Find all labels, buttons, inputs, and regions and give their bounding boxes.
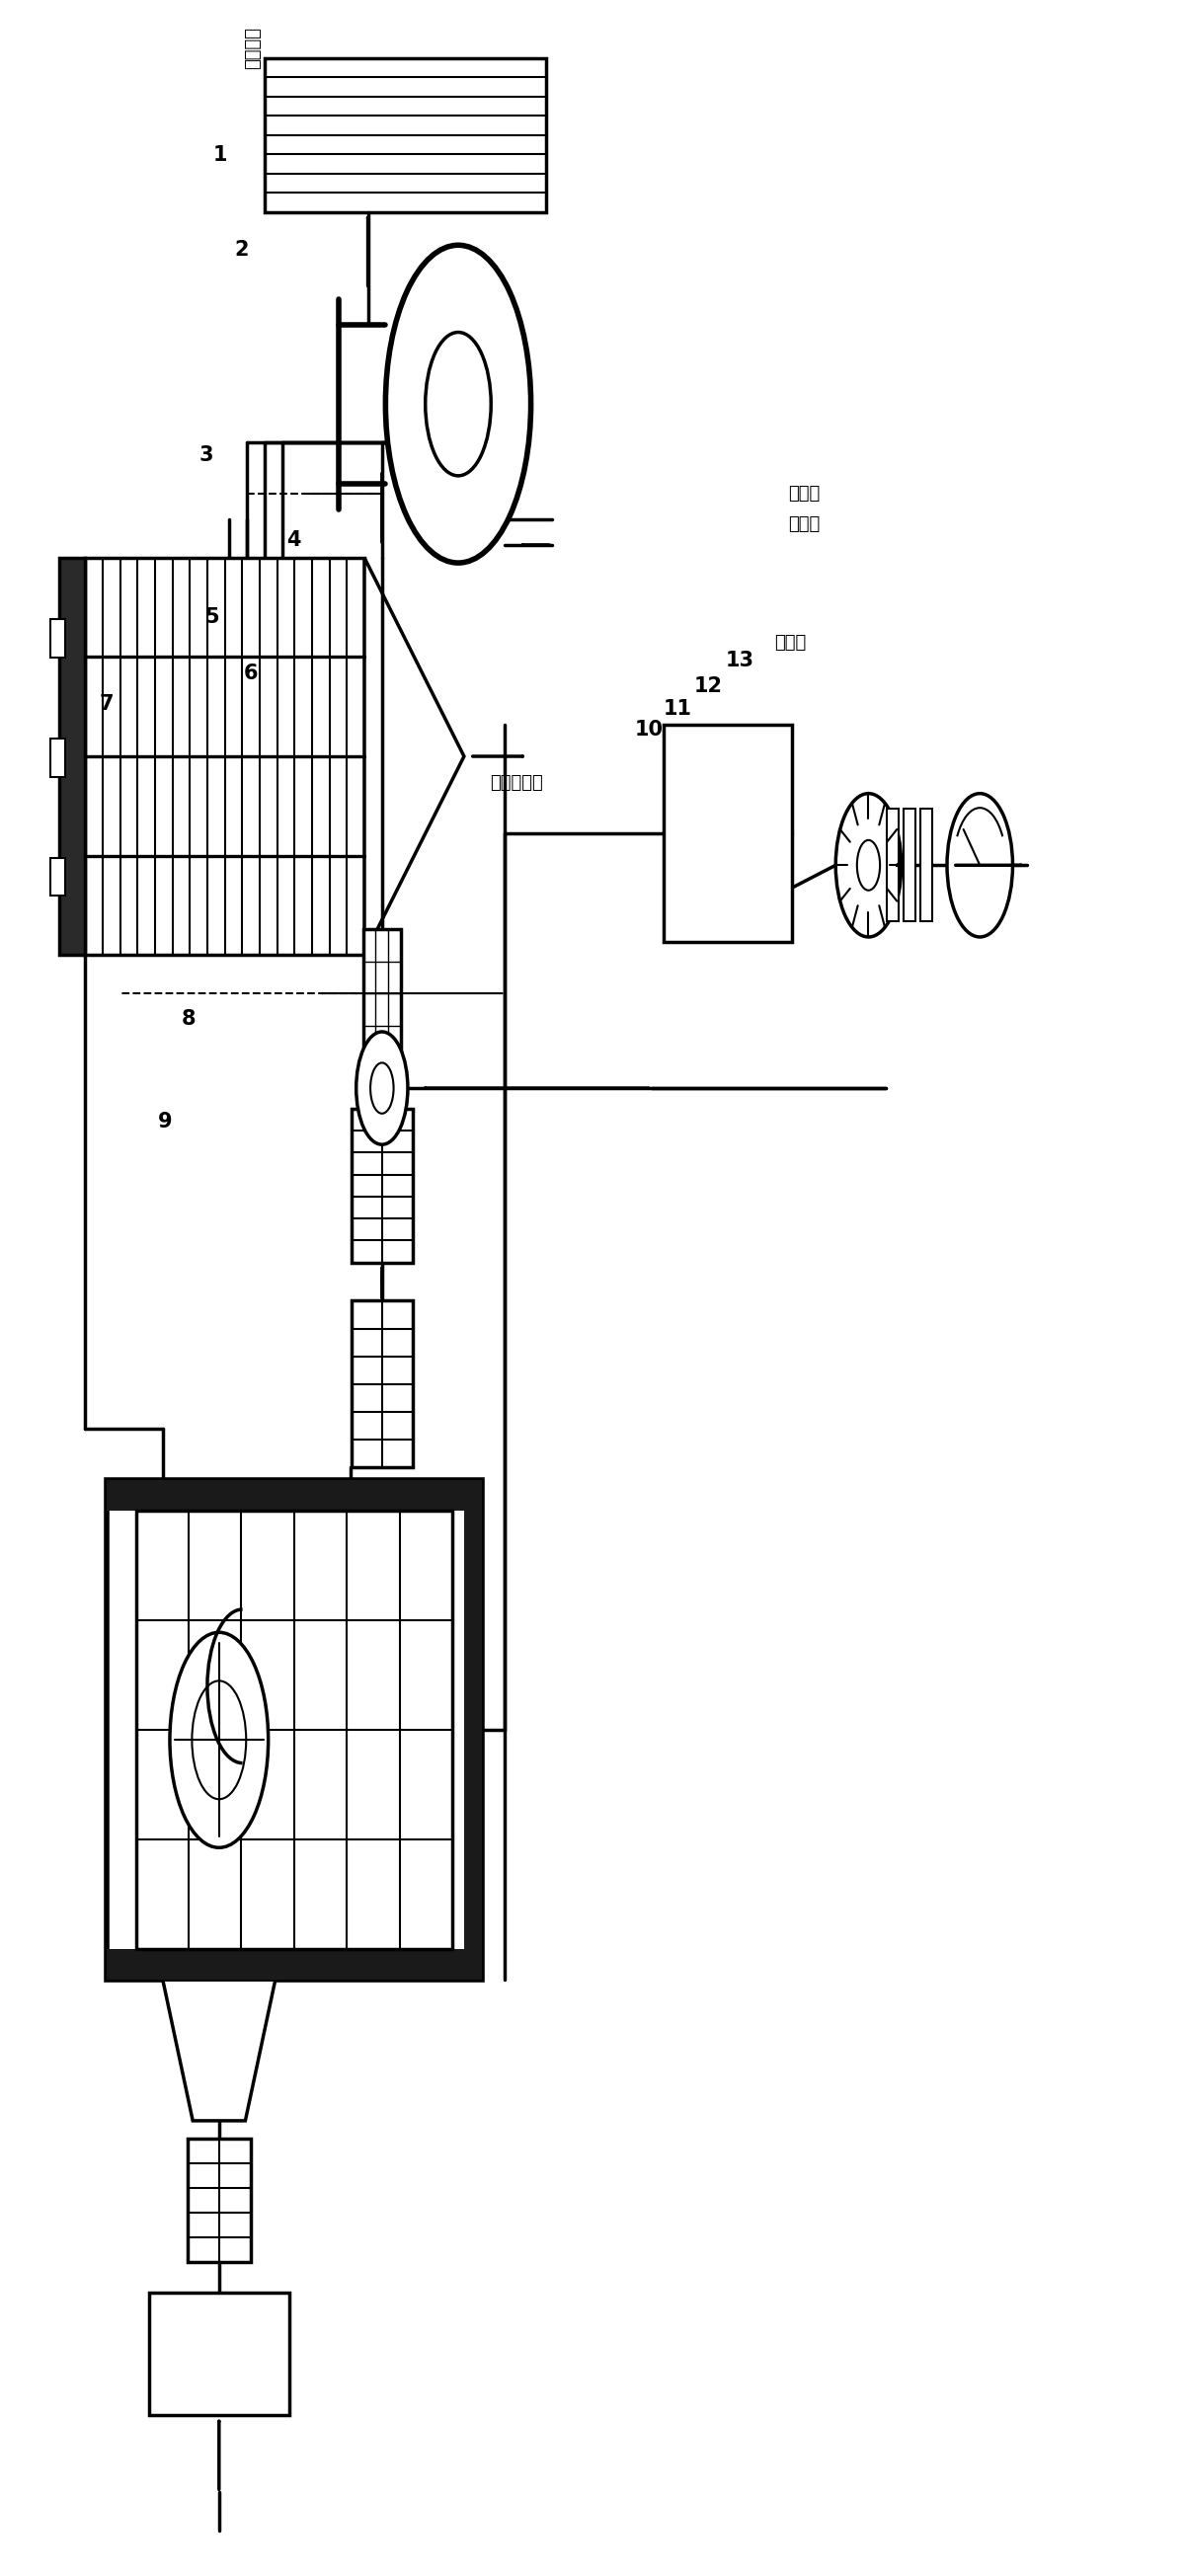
Circle shape [857, 840, 880, 891]
Text: 9: 9 [158, 1113, 172, 1131]
Bar [663, 724, 792, 943]
Bar [50, 739, 65, 778]
Bar [351, 1301, 413, 1468]
Bar [464, 1481, 482, 1981]
Bar [85, 559, 364, 956]
Text: 8: 8 [181, 1010, 196, 1028]
Bar [148, 2293, 289, 2416]
Text: 热凝水: 热凝水 [788, 484, 820, 502]
Bar [920, 809, 932, 922]
Circle shape [836, 793, 901, 938]
Text: 5: 5 [205, 608, 219, 626]
Text: 2: 2 [234, 240, 249, 260]
Circle shape [426, 332, 491, 477]
Bar [887, 809, 899, 922]
Text: 冷凝水: 冷凝水 [788, 515, 820, 533]
Text: 放散废气: 放散废气 [244, 26, 262, 70]
Bar [107, 1950, 482, 1981]
Bar [187, 2138, 250, 2262]
Text: 脱硫副产物: 脱硫副产物 [490, 775, 543, 791]
Bar [107, 1481, 482, 1512]
Polygon shape [364, 559, 464, 956]
Circle shape [370, 1064, 394, 1113]
Bar [363, 930, 401, 1056]
Bar [59, 559, 85, 956]
Text: 7: 7 [100, 693, 114, 714]
Bar [351, 1108, 413, 1262]
Bar [136, 1512, 452, 1950]
Text: 1: 1 [213, 147, 228, 165]
Text: 6: 6 [243, 662, 257, 683]
Bar [107, 1481, 482, 1981]
Text: 脱硫剂: 脱硫剂 [774, 634, 805, 652]
Text: 11: 11 [663, 698, 691, 719]
Text: 4: 4 [287, 531, 301, 549]
Bar [904, 809, 916, 922]
Text: 13: 13 [725, 649, 754, 670]
Circle shape [170, 1633, 268, 1847]
Text: 3: 3 [199, 446, 213, 466]
Circle shape [192, 1680, 247, 1798]
Circle shape [948, 793, 1013, 938]
Text: 12: 12 [694, 675, 722, 696]
Bar [50, 858, 65, 896]
Polygon shape [162, 1981, 275, 2120]
Bar [50, 618, 65, 657]
Circle shape [385, 245, 531, 564]
Polygon shape [264, 59, 546, 211]
Circle shape [356, 1033, 408, 1144]
Text: 10: 10 [635, 719, 664, 739]
